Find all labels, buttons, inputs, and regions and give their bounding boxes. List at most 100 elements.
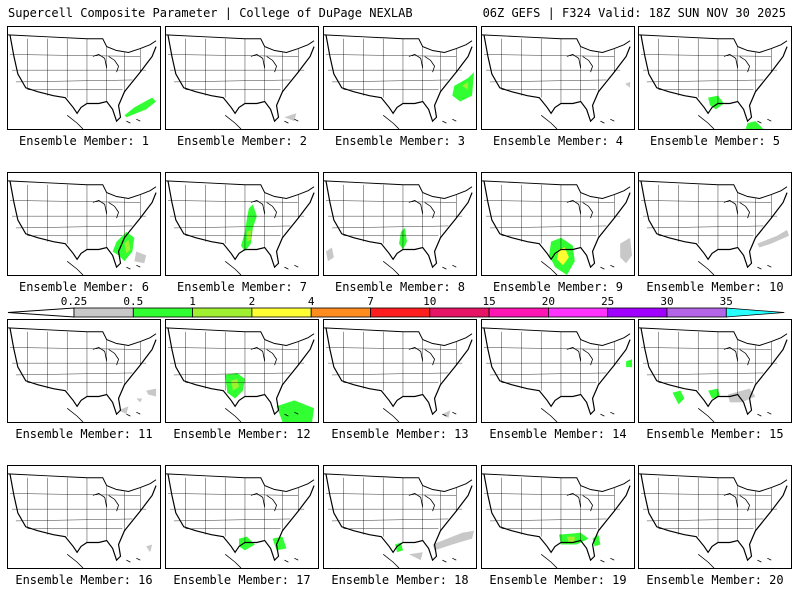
colorbar-tick-label: 0.25 [61,296,88,308]
member-label: Ensemble Member: 20 [646,573,784,587]
ensemble-map-panel [323,26,477,130]
run-valid-time: 06Z GEFS | F324 Valid: 18Z SUN NOV 30 20… [482,6,786,20]
basemap-outlines [639,180,788,275]
colorbar-segment [429,307,490,318]
member-label: Ensemble Member: 14 [489,427,627,441]
map-graphic [639,180,790,275]
map-graphic [482,180,633,275]
member-label: Ensemble Member: 10 [646,280,784,294]
colorbar-tick-label: 7 [367,296,374,308]
colorbar-tick-label: 0.5 [123,296,143,308]
scp-shaded-area [124,97,157,118]
basemap-outlines [8,473,157,568]
basemap-outlines [482,180,631,275]
basemap-outlines [482,327,631,422]
scp-shaded-area [124,239,131,254]
basemap-outlines [639,34,788,129]
colorbar-segment [132,307,194,318]
basemap-outlines [482,473,631,568]
colorbar-segment [548,307,609,318]
member-label: Ensemble Member: 3 [334,134,466,148]
colorbar-tick-label: 4 [308,296,315,308]
ensemble-map-panel [638,319,792,423]
colorbar-segment [370,307,431,318]
map-graphic [166,473,315,568]
basemap-outlines [166,180,315,275]
scp-shaded-area [672,390,685,405]
ensemble-map-panel [638,465,792,569]
map-graphic [166,327,315,422]
ensemble-map-panel [7,172,161,276]
scp-shaded-area [592,534,601,547]
member-label: Ensemble Member: 11 [15,427,153,441]
basemap-outlines [8,34,157,129]
map-graphic [482,34,631,129]
scp-shaded-area [276,400,315,422]
scp-shaded-area [134,251,147,264]
basemap-outlines [324,34,473,129]
ensemble-map-panel [165,465,319,569]
member-label: Ensemble Member: 8 [334,280,466,294]
scp-shaded-area [241,204,257,252]
member-label: Ensemble Member: 4 [492,134,624,148]
basemap-outlines [324,473,473,568]
map-graphic [639,327,788,422]
scp-shaded-area [239,536,255,551]
basemap-outlines [324,180,473,275]
colorbar-tick-label: 1 [189,296,196,308]
ensemble-map-panel [638,172,792,276]
scp-shaded-area [146,544,153,553]
scp-shaded-area [566,536,575,543]
ensemble-map-panel [165,172,319,276]
ensemble-map-panel [323,465,477,569]
scp-shaded-area [118,406,129,415]
ensemble-map-panel [7,319,161,423]
ensemble-map-panel [165,26,319,130]
map-graphic [166,180,315,275]
colorbar-tick-label: 30 [660,296,673,308]
scp-shaded-area [284,113,297,122]
map-graphic [482,473,631,568]
scp-shaded-area [408,552,423,561]
map-graphic [324,34,475,129]
basemap-outlines [166,473,315,568]
member-label: Ensemble Member: 16 [15,573,153,587]
member-label: Ensemble Member: 12 [173,427,311,441]
scp-shaded-area [708,388,720,399]
colorbar-segment [488,307,549,318]
map-graphic [482,327,633,422]
member-label: Ensemble Member: 9 [492,280,624,294]
member-label: Ensemble Member: 6 [18,280,150,294]
scp-shaded-area [325,247,334,262]
map-graphic [639,473,788,568]
colorbar-segment [666,307,727,318]
scp-shaded-area [146,388,157,397]
map-graphic [8,327,157,422]
scp-shaded-area [432,530,475,551]
ensemble-map-panel [7,26,161,130]
basemap-outlines [482,34,631,129]
colorbar-low-end [7,307,75,318]
colorbar-tick-label: 20 [542,296,555,308]
member-label: Ensemble Member: 7 [176,280,308,294]
map-graphic [8,34,157,129]
colorbar-tick-label: 25 [601,296,614,308]
ensemble-map-panel [638,26,792,130]
basemap-outlines [639,473,788,568]
basemap-outlines [8,327,157,422]
colorbar-tick-label: 35 [720,296,733,308]
scp-shaded-area [231,378,240,391]
map-graphic [166,34,315,129]
member-label: Ensemble Member: 15 [646,427,784,441]
colorbar-tick-label: 10 [423,296,436,308]
member-label: Ensemble Member: 19 [489,573,627,587]
basemap-outlines [8,180,157,275]
member-label: Ensemble Member: 1 [18,134,150,148]
basemap-outlines [166,34,315,129]
scp-shaded-area [452,72,475,102]
scp-shaded-area [745,121,764,129]
colorbar-tick-label: 2 [249,296,256,308]
ensemble-map-panel [481,26,635,130]
member-label: Ensemble Member: 5 [649,134,781,148]
colorbar-segment [251,307,312,318]
